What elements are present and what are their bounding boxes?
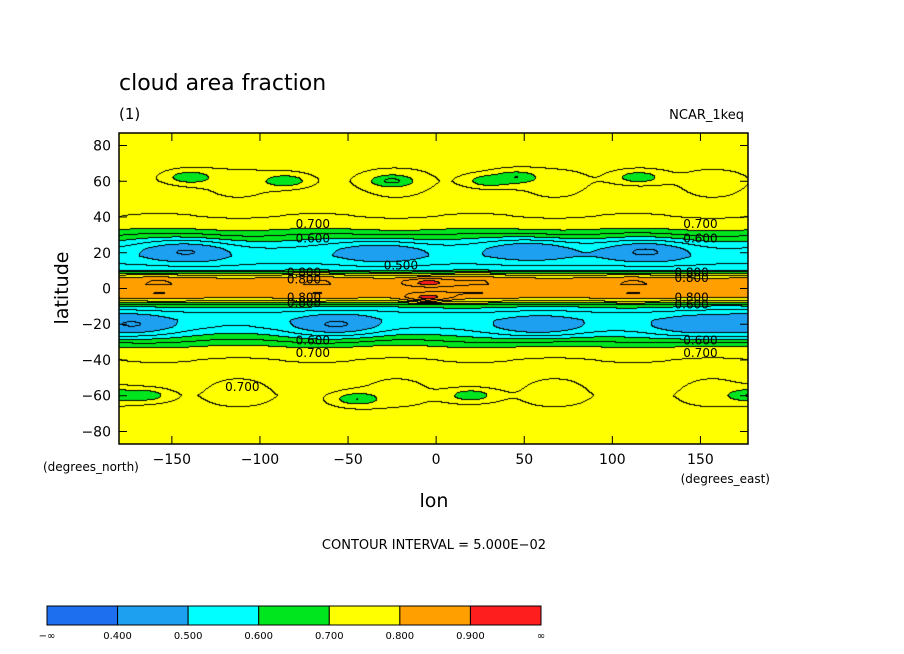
contour-label: 0.700 bbox=[225, 380, 259, 394]
y-tick-label: −40 bbox=[81, 353, 111, 369]
contour-label: 0.800 bbox=[287, 265, 321, 279]
y-tick-label: −60 bbox=[81, 389, 111, 405]
contour-label: 0.800 bbox=[287, 290, 321, 304]
colorbar-label: 0.900 bbox=[456, 631, 485, 642]
x-axis-label: lon bbox=[420, 490, 449, 512]
x-tick-label: −150 bbox=[153, 452, 191, 468]
y-tick-label: −80 bbox=[81, 424, 111, 440]
contour-label: 0.800 bbox=[287, 296, 321, 310]
contour-label: 0.800 bbox=[674, 265, 708, 279]
colorbar-swatch bbox=[46, 605, 119, 626]
contour-label: 0.800 bbox=[674, 290, 708, 304]
contour-label: 0.800 bbox=[674, 271, 708, 285]
contour-label: 0.700 bbox=[296, 346, 330, 360]
contour-label: 0.700 bbox=[683, 217, 717, 231]
y-tick-label: 20 bbox=[93, 246, 111, 262]
colorbar: −∞ 0.400 0.500 0.600 0.700 0.800 0.900 ∞ bbox=[39, 605, 545, 642]
contour-label: 0.600 bbox=[683, 333, 717, 347]
colorbar-swatch bbox=[117, 605, 189, 626]
y-axis: 80 60 40 20 0 −20 −40 −60 −80 bbox=[81, 139, 748, 440]
y-tick-label: 80 bbox=[93, 139, 111, 155]
y-tick-label: 0 bbox=[102, 282, 111, 298]
colorbar-swatch bbox=[328, 605, 401, 626]
contour-label: 0.600 bbox=[296, 333, 330, 347]
x-tick-label: 0 bbox=[432, 452, 441, 468]
chart-subtitle: (1) bbox=[119, 105, 140, 123]
y-axis-label: latitude bbox=[51, 252, 73, 325]
y-units-label: (degrees_north) bbox=[43, 460, 139, 474]
x-tick-label: −50 bbox=[333, 452, 363, 468]
source-label: NCAR_1keq bbox=[669, 108, 744, 123]
chart-title: cloud area fraction bbox=[119, 71, 326, 96]
colorbar-swatch bbox=[399, 605, 471, 626]
contour-label: 0.600 bbox=[674, 298, 708, 312]
colorbar-swatch bbox=[187, 605, 260, 626]
contour-label: 0.600 bbox=[683, 231, 717, 245]
contour-label: 0.500 bbox=[384, 258, 418, 272]
contour-label: 0.700 bbox=[683, 346, 717, 360]
x-units-label: (degrees_east) bbox=[681, 472, 770, 486]
x-axis: −150 −100 −50 0 50 100 150 bbox=[153, 133, 714, 468]
filled-contour-field bbox=[119, 133, 748, 444]
contour-label: 0.700 bbox=[296, 217, 330, 231]
colorbar-label: 0.500 bbox=[174, 631, 203, 642]
contour-interval-note: CONTOUR INTERVAL = 5.000E−02 bbox=[322, 538, 546, 553]
contour-label: 0.800 bbox=[287, 273, 321, 287]
y-tick-label: 40 bbox=[93, 210, 111, 226]
x-tick-label: 100 bbox=[599, 452, 626, 468]
colorbar-swatch bbox=[469, 605, 542, 626]
colorbar-label: 0.400 bbox=[103, 631, 132, 642]
plot-area bbox=[119, 133, 748, 444]
colorbar-label: 0.700 bbox=[315, 631, 344, 642]
x-tick-label: −100 bbox=[241, 452, 279, 468]
x-tick-label: 150 bbox=[687, 452, 714, 468]
colorbar-label: −∞ bbox=[39, 631, 56, 642]
contour-labels: 0.7000.6000.7000.6000.5000.8000.8000.800… bbox=[225, 217, 717, 394]
colorbar-label: 0.600 bbox=[244, 631, 273, 642]
y-tick-label: −20 bbox=[81, 317, 111, 333]
y-tick-label: 60 bbox=[93, 174, 111, 190]
x-tick-label: 50 bbox=[515, 452, 533, 468]
colorbar-swatch bbox=[258, 605, 330, 626]
colorbar-label: 0.800 bbox=[386, 631, 415, 642]
colorbar-label: ∞ bbox=[537, 631, 545, 642]
contour-label: 0.600 bbox=[296, 231, 330, 245]
